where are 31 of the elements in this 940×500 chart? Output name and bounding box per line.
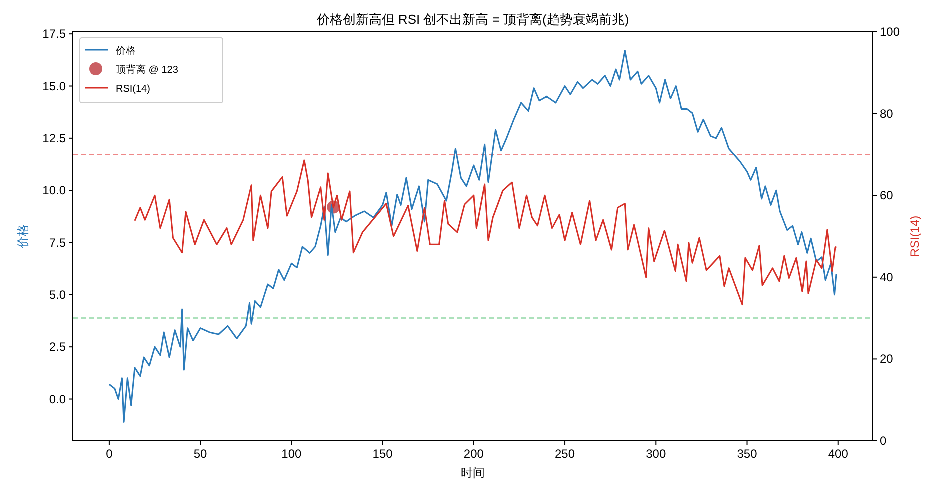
y2-tick-label: 0: [880, 434, 887, 448]
y-tick-label: 10.0: [42, 184, 66, 198]
x-tick-label: 0: [106, 447, 114, 461]
x-tick-label: 350: [737, 447, 758, 461]
x-tick-label: 100: [282, 447, 302, 461]
x-tick-label: 200: [464, 447, 484, 461]
y2-tick-label: 40: [880, 270, 894, 284]
y-tick-label: 2.5: [49, 340, 66, 354]
x-tick-label: 150: [372, 447, 394, 461]
x-tick-label: 400: [828, 447, 849, 461]
y-tick-label: 15.0: [42, 79, 66, 94]
y2-tick-label: 60: [880, 188, 894, 203]
x-tick-label: 300: [646, 447, 666, 461]
y-tick-label: 7.5: [49, 236, 66, 250]
y-tick-label: 0.0: [49, 392, 66, 406]
legend-label: 价格: [115, 45, 136, 57]
y2-tick-label: 20: [880, 352, 894, 366]
legend-label: 顶背离 @ 123: [116, 64, 179, 76]
line-series: [134, 160, 838, 306]
y-tick-label: 5.0: [49, 288, 66, 302]
legend-label: RSI(14): [116, 84, 150, 95]
x-axis-title: 时间: [461, 466, 485, 480]
chart-title: 价格创新高但 RSI 创不出新高 = 顶背离(趋势衰竭前兆): [316, 12, 630, 27]
y-axis-title: 价格: [16, 224, 30, 250]
y-tick-label: 12.5: [42, 131, 66, 146]
y2-tick-label: 80: [880, 106, 894, 121]
y2-axis-title: RSI(14): [908, 216, 922, 258]
x-tick-label: 50: [194, 447, 208, 461]
x-tick-label: 250: [555, 447, 576, 461]
y2-tick-label: 100: [880, 25, 900, 39]
y-tick-label: 17.5: [42, 27, 66, 42]
